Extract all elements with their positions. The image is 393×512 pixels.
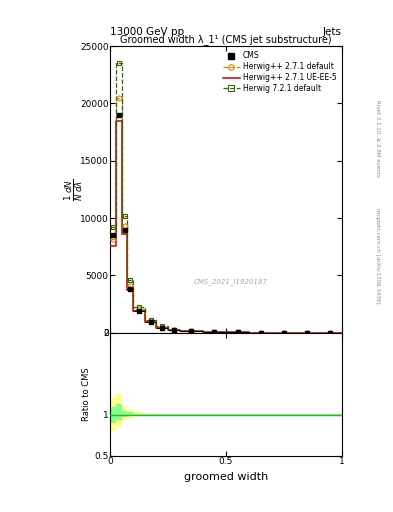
Text: Rivet 3.1.10, ≥ 2.8M events: Rivet 3.1.10, ≥ 2.8M events [375, 100, 380, 177]
Text: mcplots.cern.ch [arXiv:1306.3436]: mcplots.cern.ch [arXiv:1306.3436] [375, 208, 380, 304]
Title: Groomed width λ_1¹ (CMS jet substructure): Groomed width λ_1¹ (CMS jet substructure… [120, 34, 332, 45]
Y-axis label: $\frac{1}{N}\frac{dN}{d\lambda}$: $\frac{1}{N}\frac{dN}{d\lambda}$ [63, 178, 85, 201]
Text: Jets: Jets [323, 27, 342, 37]
Y-axis label: Ratio to CMS: Ratio to CMS [83, 368, 92, 421]
Text: CMS_2021_I1920187: CMS_2021_I1920187 [194, 278, 268, 285]
X-axis label: groomed width: groomed width [184, 472, 268, 482]
Text: 13000 GeV pp: 13000 GeV pp [110, 27, 184, 37]
Legend: CMS, Herwig++ 2.7.1 default, Herwig++ 2.7.1 UE-EE-5, Herwig 7.2.1 default: CMS, Herwig++ 2.7.1 default, Herwig++ 2.… [221, 50, 338, 95]
